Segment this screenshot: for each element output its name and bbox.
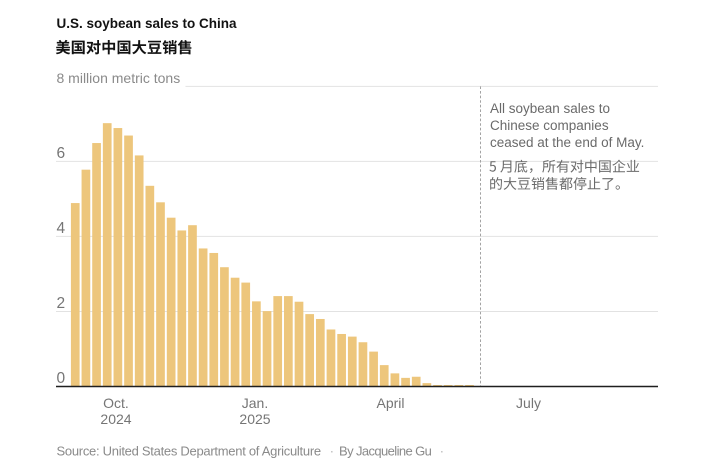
svg-text:July: July bbox=[516, 395, 541, 411]
svg-text:April: April bbox=[376, 395, 404, 411]
svg-text:6: 6 bbox=[57, 145, 66, 162]
svg-text:4: 4 bbox=[57, 220, 66, 237]
svg-text:·: · bbox=[330, 443, 335, 459]
svg-text:Chinese companies: Chinese companies bbox=[490, 118, 609, 133]
svg-text:0: 0 bbox=[57, 370, 66, 387]
svg-text:2: 2 bbox=[57, 295, 66, 312]
svg-text:All soybean sales to: All soybean sales to bbox=[490, 101, 610, 116]
svg-text:Oct.: Oct. bbox=[103, 395, 129, 411]
svg-text:Source: United States Departme: Source: United States Department of Agri… bbox=[57, 444, 321, 459]
svg-text:U.S. soybean sales to China: U.S. soybean sales to China bbox=[57, 16, 238, 31]
svg-text:ceased at the end of May.: ceased at the end of May. bbox=[490, 135, 644, 150]
svg-text:Jan.: Jan. bbox=[242, 395, 268, 411]
svg-text:8 million metric tons: 8 million metric tons bbox=[57, 70, 181, 86]
svg-text:By Jacqueline Gu: By Jacqueline Gu bbox=[339, 444, 432, 459]
svg-text:2025: 2025 bbox=[239, 411, 270, 427]
svg-text:2024: 2024 bbox=[100, 411, 131, 427]
svg-text:·: · bbox=[440, 443, 445, 459]
